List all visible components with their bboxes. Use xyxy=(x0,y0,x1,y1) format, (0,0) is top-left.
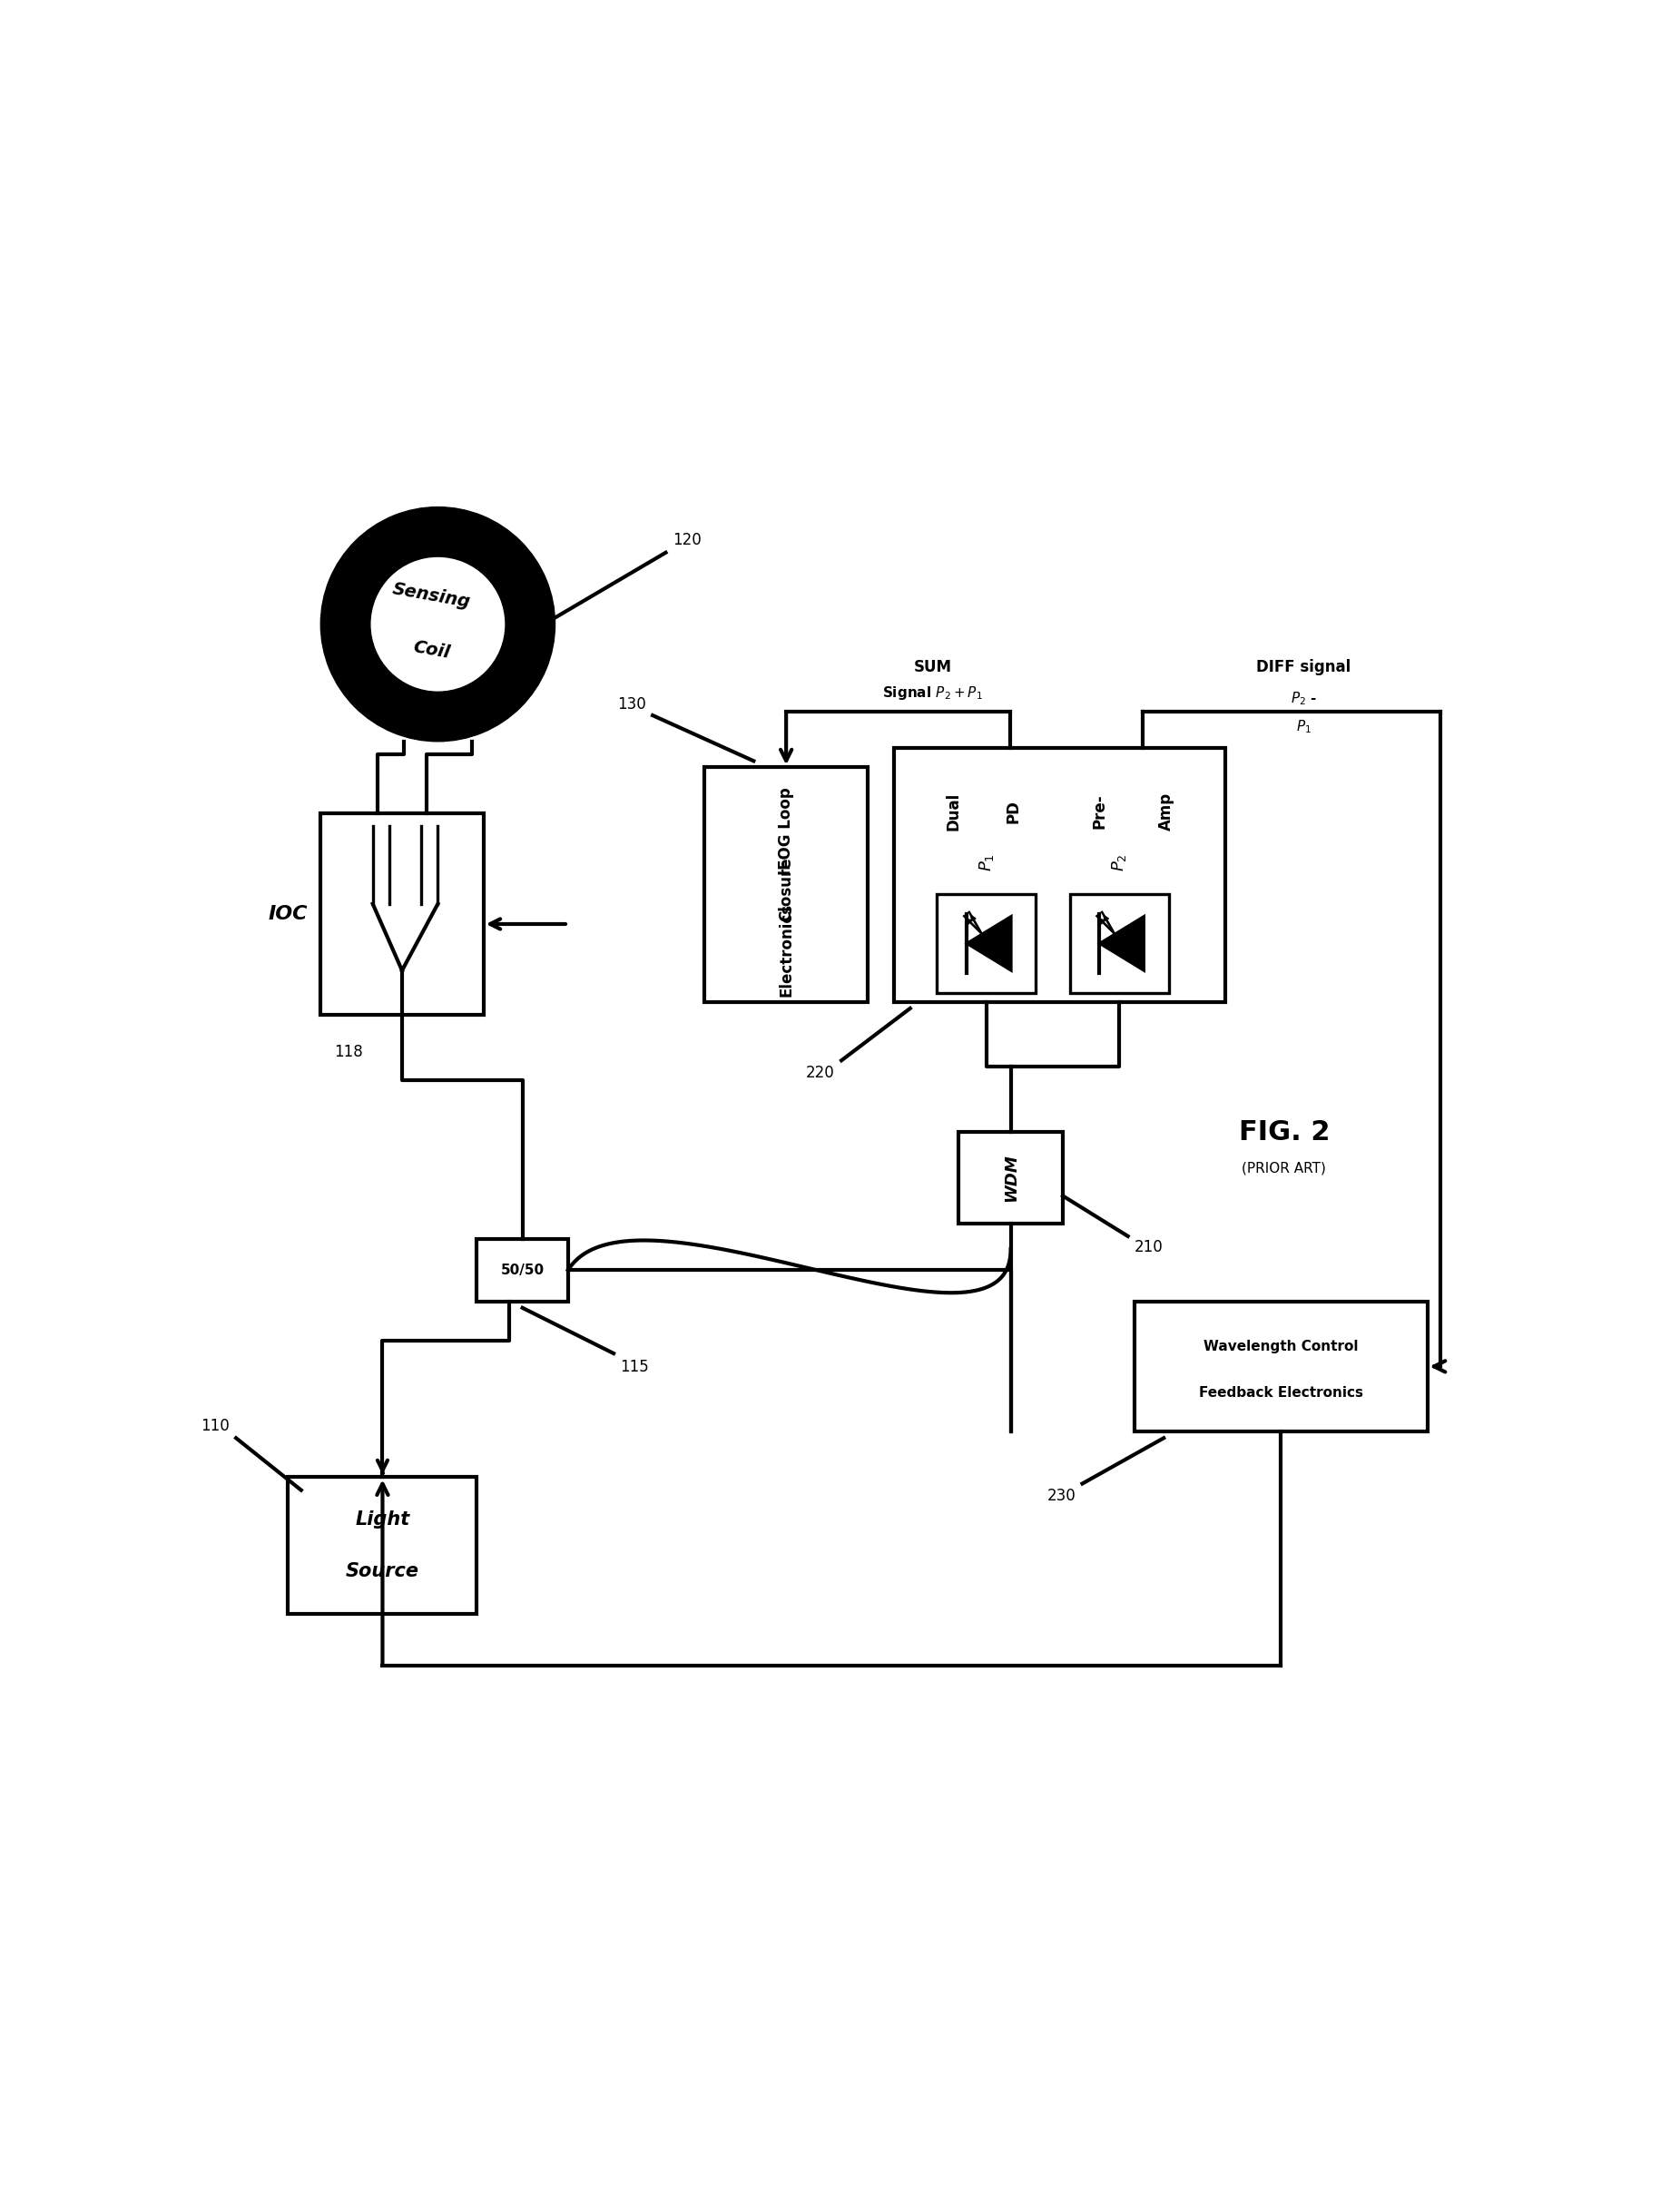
Polygon shape xyxy=(966,916,1011,972)
Text: FIG. 2: FIG. 2 xyxy=(1238,1119,1331,1146)
Bar xyxy=(937,894,1037,994)
Bar xyxy=(959,1132,1063,1223)
Text: $P_1$: $P_1$ xyxy=(1295,718,1312,736)
Text: $P_2$: $P_2$ xyxy=(1110,853,1129,870)
Text: Amp: Amp xyxy=(1158,793,1174,831)
Text: 115: 115 xyxy=(620,1359,648,1375)
Bar xyxy=(477,1238,568,1302)
Text: $P_1$: $P_1$ xyxy=(978,853,996,870)
Text: 210: 210 xyxy=(1134,1238,1163,1256)
Bar xyxy=(1070,894,1169,994)
Bar xyxy=(894,749,1225,1002)
Polygon shape xyxy=(1099,916,1144,972)
Text: 50/50: 50/50 xyxy=(501,1262,544,1278)
Text: $P_2$ -: $P_2$ - xyxy=(1290,690,1317,707)
Text: Source: Source xyxy=(346,1562,420,1580)
Text: Signal $P_2 + P_1$: Signal $P_2 + P_1$ xyxy=(882,685,983,703)
Text: IFOG Loop: IFOG Loop xyxy=(778,786,795,875)
Text: PD: PD xyxy=(1005,800,1021,824)
Text: Coil: Coil xyxy=(412,639,452,661)
Bar xyxy=(289,1476,477,1615)
Text: DIFF signal: DIFF signal xyxy=(1257,659,1351,676)
Text: 118: 118 xyxy=(334,1044,363,1060)
Text: 130: 130 xyxy=(617,696,647,714)
Text: Closure: Closure xyxy=(778,857,795,921)
Text: Sensing: Sensing xyxy=(391,579,472,610)
Text: Light: Light xyxy=(354,1511,410,1529)
Bar xyxy=(706,767,867,1002)
Text: WDM: WDM xyxy=(1003,1154,1018,1201)
Text: 110: 110 xyxy=(200,1419,230,1434)
Text: 230: 230 xyxy=(1047,1487,1075,1505)
Text: (PRIOR ART): (PRIOR ART) xyxy=(1242,1161,1326,1176)
Text: 220: 220 xyxy=(806,1064,835,1082)
Text: SUM: SUM xyxy=(914,659,951,676)
Text: Feedback Electronics: Feedback Electronics xyxy=(1200,1386,1362,1399)
Bar xyxy=(321,813,484,1016)
Text: Pre-: Pre- xyxy=(1092,793,1107,828)
Text: 120: 120 xyxy=(672,533,701,549)
Text: Wavelength Control: Wavelength Control xyxy=(1203,1339,1357,1353)
Bar xyxy=(1134,1302,1428,1432)
Text: Electronics: Electronics xyxy=(778,903,795,998)
Text: Dual: Dual xyxy=(946,793,961,831)
Text: IOC: IOC xyxy=(269,905,307,923)
